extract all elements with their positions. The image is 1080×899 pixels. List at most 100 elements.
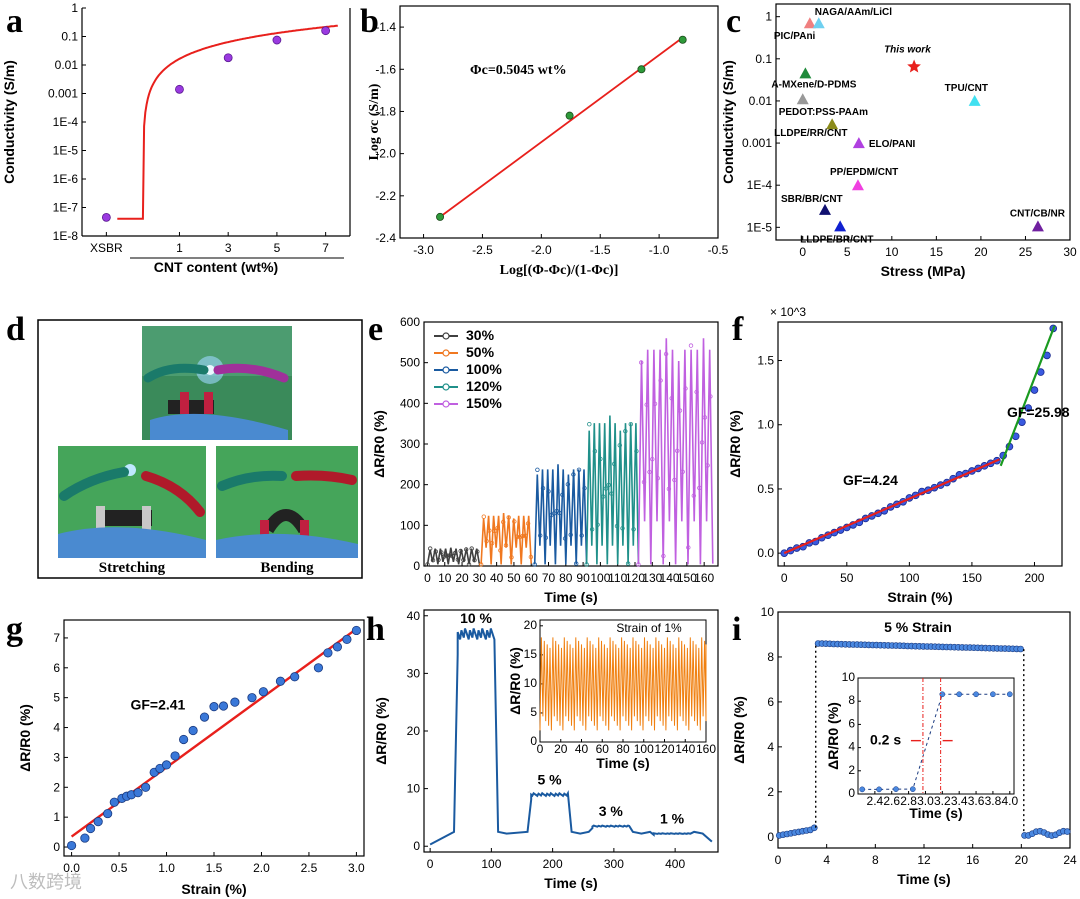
inset-x-tick-label: 4.0 — [1001, 794, 1018, 808]
inset-frame — [857, 677, 1015, 795]
y-tick-label: 1.5 — [757, 354, 774, 368]
data-point — [487, 528, 492, 533]
y-tick-label: 4 — [767, 740, 774, 754]
y-tick-label: 1 — [71, 1, 78, 15]
inset-cyclic-trace — [539, 637, 707, 731]
x-tick-label: 4 — [823, 853, 830, 867]
y-tick-label: 5 — [53, 691, 60, 705]
inset-x-tick-label: 60 — [596, 742, 610, 756]
inset-x-tick-label: 3.2 — [934, 794, 951, 808]
data-point — [425, 562, 430, 567]
y-tick-label: 20 — [407, 724, 421, 738]
data-point — [571, 472, 576, 477]
point-label: SBR/BR/CNT — [781, 194, 843, 205]
y-tick-label: -1.4 — [375, 20, 396, 34]
legend-marker — [442, 349, 450, 357]
data-point — [620, 526, 625, 531]
point-label: CNT/CB/NR — [1010, 208, 1066, 219]
data-point — [489, 541, 495, 546]
fit-line — [999, 325, 1056, 467]
panel-label-c: c — [726, 3, 741, 40]
data-point — [447, 553, 452, 558]
triangle-marker — [803, 17, 816, 29]
legend-label: 50% — [466, 344, 495, 360]
triangle-marker — [834, 220, 847, 232]
data-point — [520, 533, 525, 539]
data-point — [430, 558, 436, 563]
x-tick-label: -2.0 — [531, 243, 552, 257]
data-point — [452, 550, 458, 556]
x-tick-label: 150 — [962, 571, 982, 585]
x-tick-label: 30 — [473, 571, 487, 585]
data-point — [188, 725, 198, 736]
step-label: 3 % — [599, 803, 624, 819]
y-tick-label: 0 — [413, 559, 420, 573]
panel-label-e: e — [368, 311, 383, 348]
y-tick-label: 0.001 — [742, 136, 772, 150]
y-tick-label: 100 — [400, 518, 420, 532]
x-tick-label: 24 — [1063, 853, 1077, 867]
data-point — [637, 65, 646, 74]
y-tick-label: 10 — [407, 782, 421, 796]
x-tick-label: 200 — [1024, 571, 1044, 585]
x-axis-label: Time (s) — [544, 589, 597, 605]
inset-x-tick-label: 140 — [675, 742, 695, 756]
y-tick-label: 0.1 — [61, 30, 78, 44]
data-point — [1024, 404, 1033, 412]
data-point — [495, 525, 500, 531]
x-tick-label: 20 — [974, 245, 988, 259]
data-point — [644, 402, 649, 407]
plot-frame — [775, 3, 1071, 241]
data-point — [133, 788, 143, 798]
inset-y-tick-label: 10 — [524, 676, 538, 690]
data-point — [535, 467, 540, 472]
triangle-marker — [799, 67, 812, 79]
y-axis-label: ΔR/R0 (%) — [731, 696, 747, 764]
point-label: PP/EPDM/CNT — [830, 167, 898, 178]
data-point — [587, 422, 592, 427]
y-axis-label: ΔR/R0 (%) — [373, 697, 389, 765]
gf-label: GF=4.24 — [843, 472, 898, 488]
data-point — [472, 558, 477, 563]
data-point — [641, 479, 647, 485]
data-point — [275, 676, 286, 686]
x-tick-label: 3 — [225, 241, 232, 255]
y-tick-label: 0 — [767, 830, 774, 844]
y-tick-label: 1 — [53, 810, 60, 824]
data-point — [584, 562, 589, 567]
triangle-marker — [826, 118, 839, 130]
inset-x-tick-label: 40 — [575, 742, 589, 756]
data-point — [258, 687, 268, 697]
x-tick-label: -2.5 — [472, 243, 493, 257]
y-tick-label: -2.0 — [375, 147, 396, 161]
x-tick-label: 5 — [844, 245, 851, 259]
inset-y-tick-label: 2 — [848, 763, 855, 777]
x-tick-label: 2.5 — [301, 861, 318, 875]
x-tick-label: 400 — [665, 857, 685, 871]
data-point — [705, 463, 710, 468]
data-point — [686, 545, 691, 550]
x-tick-label: 20 — [455, 571, 469, 585]
step-label: 10 % — [460, 610, 492, 626]
x-tick-label: -1.5 — [590, 243, 611, 257]
data-point — [461, 557, 466, 563]
y-axis-label: Conductivity (S/m) — [1, 60, 17, 184]
y-tick-label: 0.5 — [757, 482, 774, 496]
series-30pct — [426, 547, 481, 565]
y-tick-label: 8 — [767, 650, 774, 664]
x-tick-label: 1.5 — [206, 861, 223, 875]
data-point — [218, 701, 229, 711]
y-tick-label: 1E-4 — [747, 178, 773, 192]
data-point — [85, 823, 96, 834]
data-point — [109, 797, 119, 807]
x-tick-label: 5 — [274, 241, 281, 255]
plot-frame — [777, 321, 1063, 567]
panel-label-h: h — [366, 611, 385, 648]
inset-y-tick-label: 8 — [848, 693, 855, 707]
data-point — [458, 548, 463, 554]
data-point — [650, 457, 655, 462]
legend-label: 30% — [466, 327, 495, 343]
data-point — [699, 440, 705, 445]
watermark: 八数跨境 — [10, 872, 82, 893]
data-point — [694, 389, 699, 395]
